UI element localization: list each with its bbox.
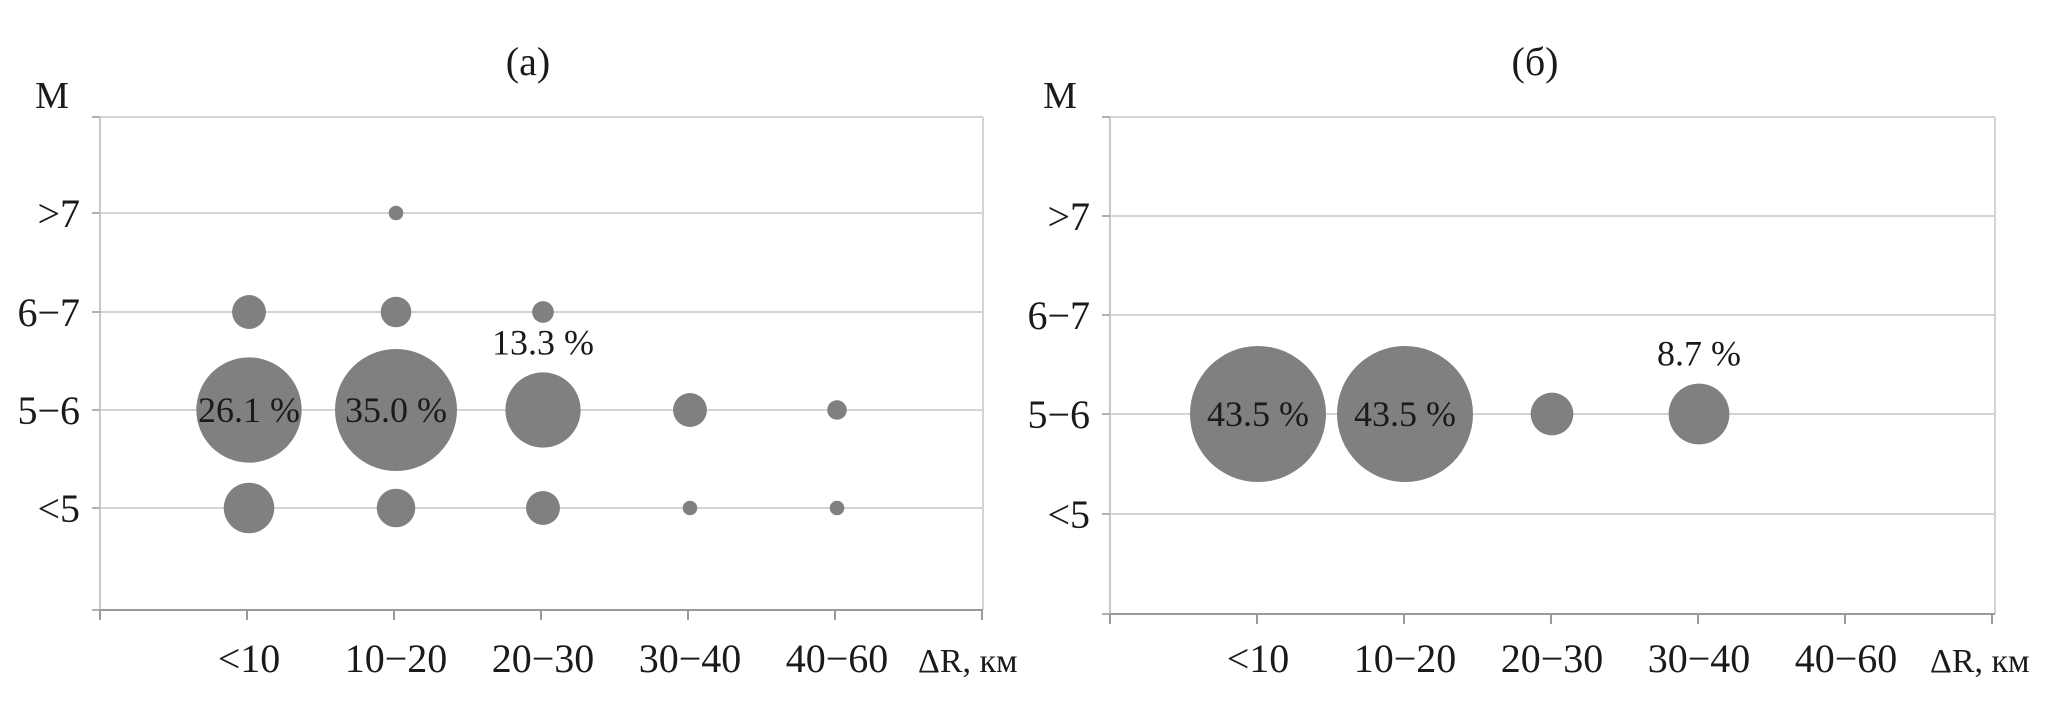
data-label: 35.0 % (345, 390, 447, 430)
bubble (380, 296, 412, 328)
x-tick-label: 10−20 (345, 636, 448, 681)
y-tick-label: <5 (37, 486, 80, 531)
data-label: 43.5 % (1207, 394, 1309, 434)
chart-panel-b: (б) М <5 5−6 6−7 >7 <10 10−20 20−30 30−40 40−60 ΔR,… (1027, 39, 2029, 681)
x-tick-label: <10 (218, 636, 281, 681)
data-label: 26.1 % (198, 390, 300, 430)
chart-title: (а) (506, 39, 550, 84)
x-axis-label: ΔR, км (1930, 643, 2030, 680)
x-tick-label: 40−60 (786, 636, 889, 681)
chart-title: (б) (1512, 39, 1559, 84)
bubble (1530, 392, 1574, 436)
y-tick-label: 5−6 (17, 388, 80, 433)
x-tick-label: 20−30 (1501, 636, 1604, 681)
y-tick-label: <5 (1047, 492, 1090, 537)
y-tick-label: 6−7 (17, 290, 80, 335)
x-tick-label: 10−20 (1354, 636, 1457, 681)
bubble (1336, 345, 1474, 483)
bubble (232, 295, 266, 329)
x-tick-label: 40−60 (1795, 636, 1898, 681)
bubble (532, 301, 554, 323)
data-label: 8.7 % (1657, 334, 1741, 374)
bubble (335, 349, 457, 471)
x-tick-label: 20−30 (492, 636, 595, 681)
bubble (827, 400, 847, 420)
data-label: 43.5 % (1354, 394, 1456, 434)
bubble (673, 393, 707, 427)
bubble (376, 488, 416, 528)
y-tick-label: 6−7 (1027, 293, 1090, 338)
x-axis-label: ΔR, км (918, 643, 1018, 680)
y-tick-label: 5−6 (1027, 392, 1090, 437)
bubble (682, 500, 698, 516)
bubble (223, 482, 275, 534)
bubble (196, 357, 302, 463)
bubble (1668, 383, 1730, 445)
x-tick-label: 30−40 (1648, 636, 1751, 681)
bubble (388, 205, 404, 221)
bubble (829, 500, 845, 516)
chart-panel-a: (а) М <5 5−6 6−7 >7 <10 10−20 20−30 30−40 40−60 ΔR,… (17, 39, 1017, 681)
y-tick-label: >7 (1047, 194, 1090, 239)
y-tick-label: >7 (37, 191, 80, 236)
y-axis-label: М (1043, 75, 1077, 117)
x-tick-label: 30−40 (639, 636, 742, 681)
bubble (1189, 345, 1327, 483)
bubble (505, 372, 581, 448)
bubble (526, 491, 560, 525)
data-label: 13.3 % (492, 322, 594, 362)
y-axis-label: М (35, 75, 69, 117)
x-tick-label: <10 (1227, 636, 1290, 681)
